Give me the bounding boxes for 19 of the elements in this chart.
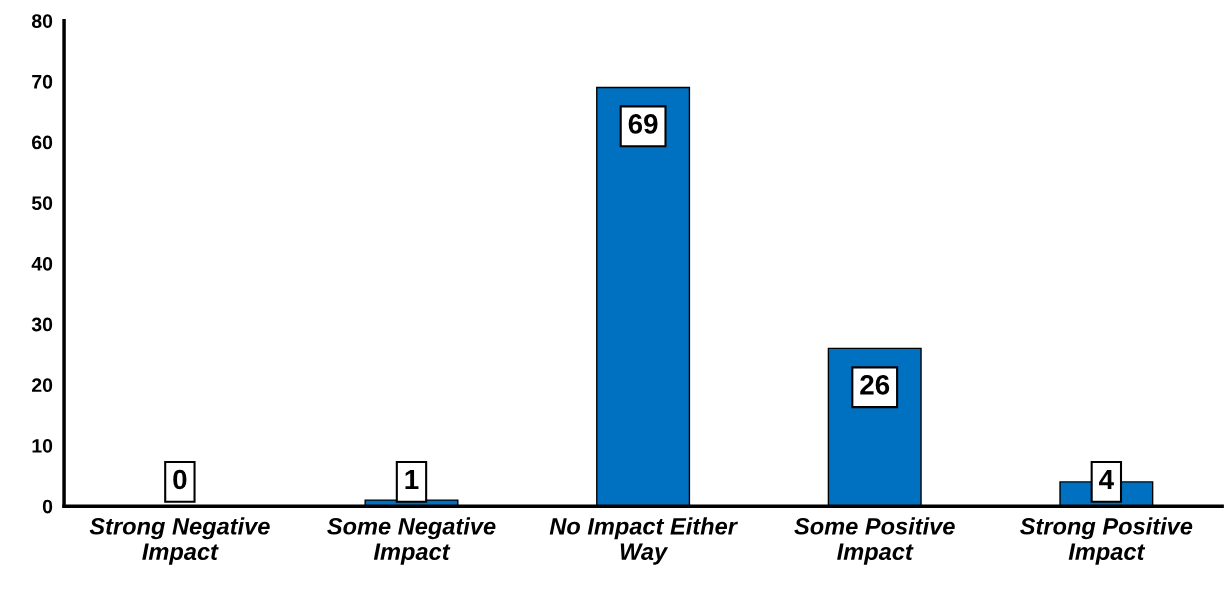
data-label: 0 bbox=[173, 469, 187, 490]
x-tick-label: Strong Positive Impact bbox=[1020, 517, 1193, 565]
y-tick-label: 50 bbox=[31, 196, 53, 210]
y-tick-label: 60 bbox=[32, 135, 53, 150]
data-label: 26 bbox=[860, 375, 890, 395]
x-tick-label: No Impact Either Way bbox=[549, 517, 738, 565]
x-tick-label: Strong Negative Impact bbox=[89, 517, 270, 565]
y-tick-label: 70 bbox=[32, 74, 53, 89]
data-label: 1 bbox=[405, 469, 419, 490]
x-tick-label: Some Positive Impact bbox=[794, 517, 955, 565]
data-label: 69 bbox=[628, 114, 658, 134]
data-label: 4 bbox=[1099, 469, 1114, 490]
y-tick-label: 80 bbox=[31, 14, 53, 28]
y-tick-label: 10 bbox=[32, 438, 53, 453]
y-tick-label: 20 bbox=[32, 378, 53, 393]
y-tick-label: 40 bbox=[31, 256, 53, 271]
y-tick-label: 30 bbox=[31, 317, 53, 332]
x-tick-label: Some Negative Impact bbox=[327, 517, 496, 565]
y-tick-label: 0 bbox=[42, 499, 53, 514]
